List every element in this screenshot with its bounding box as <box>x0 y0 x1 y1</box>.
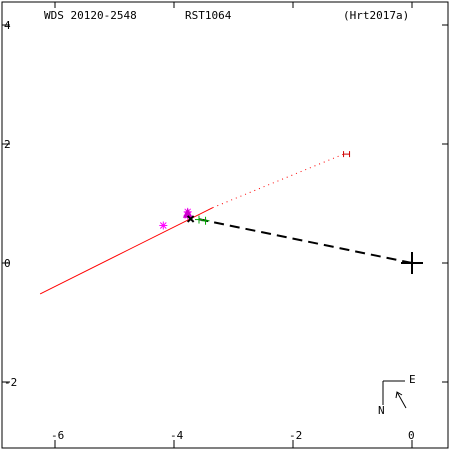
x-tick-label: -4 <box>170 429 184 442</box>
y-tick-label: -2 <box>4 376 17 389</box>
compass: E N <box>378 373 416 417</box>
x-tick-label: -6 <box>51 429 64 442</box>
connector-line <box>188 216 413 264</box>
compass-north-label: N <box>378 404 385 417</box>
orbit-line <box>39 207 213 295</box>
x-tick-label: -2 <box>289 429 302 442</box>
data-layer <box>39 151 423 295</box>
orbit-reference: (Hrt2017a) <box>343 9 410 22</box>
wds-identifier: WDS 20120-2548 <box>44 9 137 22</box>
marker-H <box>343 151 351 158</box>
y-tick-label: 0 <box>4 257 11 270</box>
motion-arrow-icon <box>395 391 407 409</box>
y-tick-label: 4 <box>4 19 11 32</box>
marker-plus <box>194 215 203 224</box>
marker-cross <box>186 215 195 223</box>
compass-east-label: E <box>409 373 416 386</box>
marker-asterisk <box>159 221 168 230</box>
x-tick-label: 0 <box>408 429 415 442</box>
y-tick-label: 2 <box>4 138 11 151</box>
marker-plus <box>201 216 210 225</box>
orbit-dotted-line <box>212 153 344 209</box>
discoverer-designation: RST1064 <box>185 9 232 22</box>
